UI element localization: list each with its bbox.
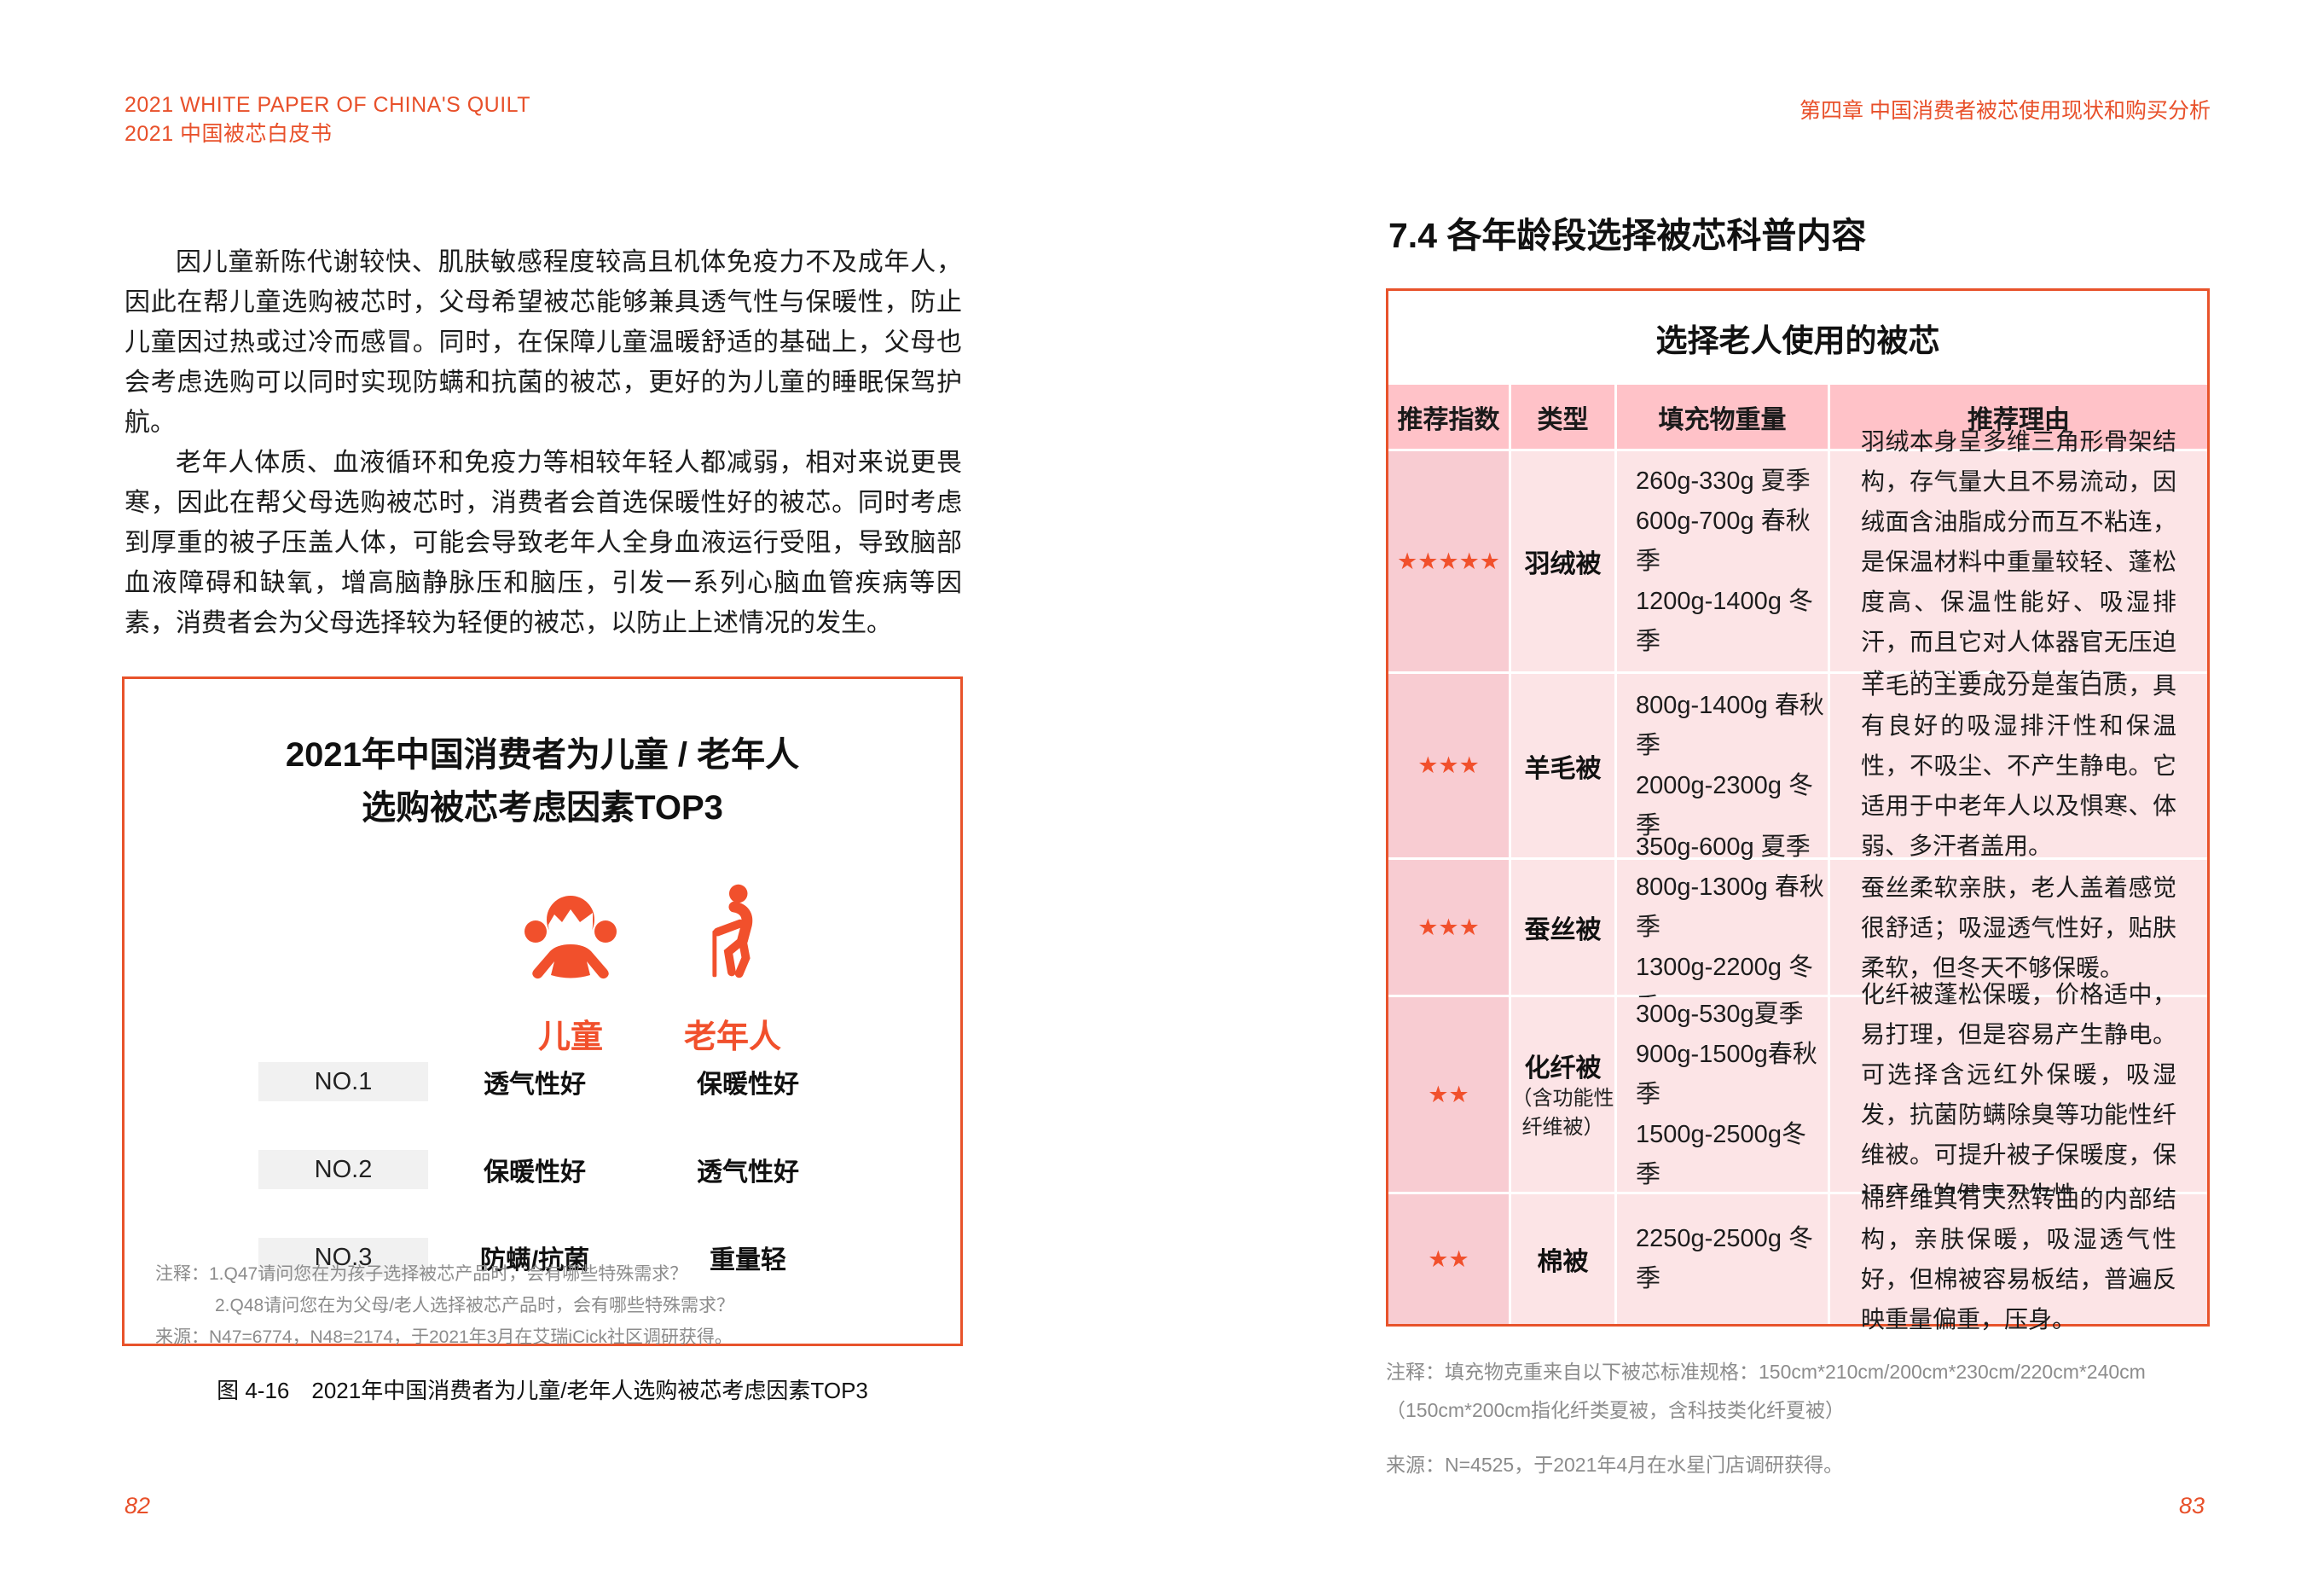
elderly-person-icon bbox=[691, 880, 766, 984]
elderly-label: 老年人 bbox=[683, 1019, 781, 1055]
header-title-en: 2021 WHITE PAPER OF CHINA'S QUILT bbox=[125, 93, 530, 117]
stars-cell: ★★★ bbox=[1388, 860, 1509, 995]
figure-note-1: 注释：1.Q47请问您在为孩子选择被芯产品时，会有哪些特殊需求？ bbox=[155, 1264, 688, 1284]
weight-cell: 800g-1400g 春秋季 2000g-2300g 冬季 bbox=[1617, 674, 1828, 857]
rank-badge: NO.3 bbox=[258, 1238, 428, 1277]
column-header-weight: 填充物重量 bbox=[1617, 385, 1828, 449]
rank-badge: NO.1 bbox=[258, 1062, 428, 1101]
type-cell: 蚕丝被 bbox=[1511, 860, 1614, 995]
rank-child-factor: 防螨/抗菌 bbox=[479, 1246, 590, 1274]
reason-cell: 化纤被蓬松保暖，价格适中，易打理，但是容易产生静电。可选择含远红外保暖，吸湿发，… bbox=[1830, 981, 2207, 1208]
type-cell: 化纤被 （含功能性纤维被） bbox=[1511, 997, 1614, 1192]
elderly-quilt-table: 选择老人使用的被芯 推荐指数 类型 填充物重量 推荐理由 ★★★★★ 羽绒被 2… bbox=[1386, 288, 2210, 1332]
section-title: 7.4 各年龄段选择被芯科普内容 bbox=[1388, 216, 1867, 255]
rank-child-factor: 保暖性好 bbox=[484, 1158, 586, 1187]
paragraph-elderly: 老年人体质、血液循环和免疫力等相较年轻人都减弱，相对来说更畏寒，因此在帮父母选购… bbox=[125, 449, 962, 637]
weight-cell: 2250g-2500g 冬季 bbox=[1617, 1194, 1828, 1324]
header-title-cn: 2021 中国被芯白皮书 bbox=[125, 122, 333, 146]
weight-cell: 350g-600g 夏季 800g-1300g 春秋季 1300g-2200g … bbox=[1617, 833, 1828, 1021]
type-name: 棉被 bbox=[1537, 1248, 1589, 1276]
column-header-type: 类型 bbox=[1511, 385, 1614, 449]
rank-row-2: NO.2 保暖性好 透气性好 bbox=[258, 1150, 855, 1189]
child-girl-icon bbox=[524, 886, 617, 982]
type-name: 化纤被 bbox=[1524, 1054, 1602, 1083]
figure-note-2: 2.Q48请问您在为父母/老人选择被芯产品时，会有哪些特殊需求？ bbox=[215, 1296, 735, 1315]
stars-cell: ★★ bbox=[1388, 997, 1509, 1192]
type-name: 羽绒被 bbox=[1524, 550, 1602, 578]
body-text: 因儿童新陈代谢较快、肌肤敏感程度较高且机体免疫力不及成年人，因此在帮儿童选购被芯… bbox=[125, 242, 962, 643]
rank-elderly-factor: 重量轻 bbox=[710, 1246, 786, 1274]
weight-cell: 300g-530g夏季 900g-1500g春秋季 1500g-2500g冬季 bbox=[1617, 997, 1828, 1192]
figure-source: 来源：N47=6774，N48=2174，于2021年3月在艾瑞iCick社区调… bbox=[155, 1327, 733, 1347]
rank-row-3: NO.3 防螨/抗菌 重量轻 bbox=[258, 1238, 855, 1277]
table-notes: 注释：填充物克重来自以下被芯标准规格：150cm*210cm/200cm*230… bbox=[1386, 1361, 2146, 1421]
reason-cell: 羊毛的主要成分是蛋白质，具有良好的吸湿排汗性和保温性，不吸尘、不产生静电。它适用… bbox=[1830, 672, 2207, 859]
weight-cell: 260g-330g 夏季 600g-700g 春秋季 1200g-1400g 冬… bbox=[1617, 451, 1828, 671]
rank-row-1: NO.1 透气性好 保暖性好 bbox=[258, 1062, 855, 1101]
type-cell: 羊毛被 bbox=[1511, 674, 1614, 857]
reason-cell: 棉纤维具有天然转曲的内部结构，亲肤保暖，吸湿透气性好，但棉被容易板结，普遍反映重… bbox=[1830, 1186, 2207, 1332]
figure-caption: 图 4-16 2021年中国消费者为儿童/老年人选购被芯考虑因素TOP3 bbox=[217, 1378, 868, 1403]
table-title: 选择老人使用的被芯 bbox=[1388, 291, 2207, 385]
type-note: （含功能性纤维被） bbox=[1511, 1087, 1614, 1139]
reason-cell: 蚕丝柔软亲肤，老人盖着感觉很舒适；吸湿透气性好，贴肤柔软，但冬天不够保暖。 bbox=[1830, 860, 2207, 995]
figure-notes: 注释：1.Q47请问您在为孩子选择被芯产品时，会有哪些特殊需求？ 2.Q48请问… bbox=[155, 1258, 734, 1353]
paragraph-children: 因儿童新陈代谢较快、肌肤敏感程度较高且机体免疫力不及成年人，因此在帮儿童选购被芯… bbox=[125, 248, 962, 437]
child-label: 儿童 bbox=[537, 1019, 603, 1055]
type-cell: 羽绒被 bbox=[1511, 451, 1614, 671]
figure-title: 2021年中国消费者为儿童 / 老年人 选购被芯考虑因素TOP3 bbox=[285, 736, 800, 827]
reason-cell: 羽绒本身呈多维三角形骨架结构，存气量大且不易流动，因绒面含油脂成分而互不粘连，是… bbox=[1830, 428, 2207, 695]
rank-child-factor: 透气性好 bbox=[484, 1071, 586, 1099]
table-grid: 推荐指数 类型 填充物重量 推荐理由 ★★★★★ 羽绒被 260g-330g 夏… bbox=[1388, 385, 2207, 1332]
table-source: 来源：N=4525，于2021年4月在水星门店调研获得。 bbox=[1386, 1454, 1844, 1476]
stars-cell: ★★★ bbox=[1388, 674, 1509, 857]
stars-cell: ★★ bbox=[1388, 1194, 1509, 1324]
rank-badge: NO.2 bbox=[258, 1150, 428, 1189]
page-number-left: 82 bbox=[125, 1493, 151, 1518]
type-cell: 棉被 bbox=[1511, 1194, 1614, 1324]
stars-cell: ★★★★★ bbox=[1388, 451, 1509, 671]
type-name: 蚕丝被 bbox=[1524, 916, 1602, 944]
page-number-right: 83 bbox=[2178, 1493, 2205, 1518]
right-page-header: 第四章 中国消费者被芯使用现状和购买分析 bbox=[1800, 99, 2211, 123]
figure-4-16-box: 2021年中国消费者为儿童 / 老年人 选购被芯考虑因素TOP3 bbox=[122, 676, 963, 1347]
column-header-stars: 推荐指数 bbox=[1388, 385, 1509, 449]
left-page-header: 2021 WHITE PAPER OF CHINA'S QUILT 2021 中… bbox=[125, 90, 530, 148]
column-header-reason: 推荐理由 bbox=[1830, 385, 2207, 449]
rank-elderly-factor: 保暖性好 bbox=[697, 1071, 799, 1099]
type-name: 羊毛被 bbox=[1524, 754, 1602, 783]
rank-elderly-factor: 透气性好 bbox=[697, 1158, 799, 1187]
